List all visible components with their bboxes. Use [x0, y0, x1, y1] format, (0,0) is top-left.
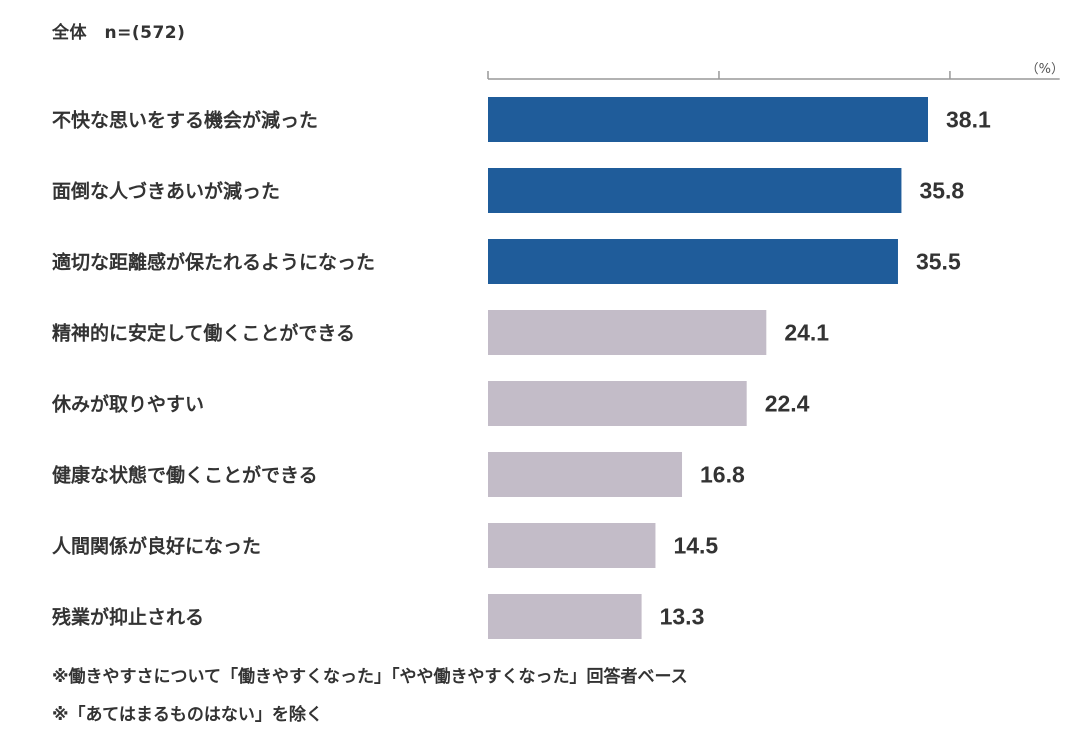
bar [488, 97, 928, 142]
bar [488, 594, 642, 639]
category-label: 健康な状態で働くことができる [52, 464, 318, 487]
bar-chart: （%） 不快な思いをする機会が減った 38.1 面倒な人づきあいが減った 35.8 適切な… [51, 62, 1064, 639]
footnote-exclusion: ※「あてはまるものはない」を除く [52, 705, 323, 725]
data-label: 22.4 [765, 391, 810, 417]
data-label: 38.1 [946, 107, 991, 133]
category-label: 精神的に安定して働くことができる [52, 322, 355, 345]
category-label: 人間関係が良好になった [52, 535, 261, 558]
category-label: 適切な距離感が保たれるようになった [52, 251, 375, 274]
data-label: 13.3 [660, 604, 705, 630]
unit-label: （%） [1026, 62, 1064, 77]
bar [488, 381, 747, 426]
bar [488, 523, 656, 568]
data-label: 24.1 [784, 320, 829, 346]
data-label: 16.8 [700, 462, 745, 488]
category-label: 休みが取りやすい [51, 393, 204, 416]
bar [488, 168, 902, 213]
data-label: 35.5 [916, 249, 961, 275]
bar [488, 310, 767, 355]
sample-size-label: 全体 n=(572) [52, 23, 186, 43]
footnote-base: ※働きやすさについて「働きやすくなった」「やや働きやすくなった」回答者ベース [52, 667, 688, 687]
category-label: 面倒な人づきあいが減った [52, 180, 280, 203]
data-label: 35.8 [919, 178, 964, 204]
bar [488, 239, 898, 284]
data-label: 14.5 [673, 533, 718, 559]
category-label: 残業が抑止される [52, 606, 204, 629]
bar [488, 452, 683, 497]
category-label: 不快な思いをする機会が減った [52, 109, 318, 132]
